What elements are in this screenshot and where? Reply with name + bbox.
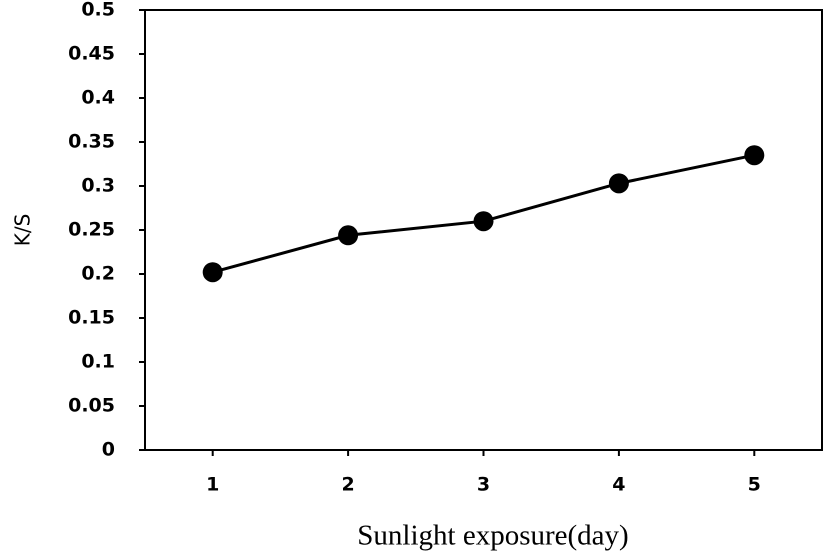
data-point — [608, 173, 629, 194]
y-axis-label: K/S — [11, 214, 35, 247]
y-tick-label: 0.15 — [68, 307, 115, 329]
x-tick-label: 3 — [477, 474, 490, 496]
x-tick-label: 5 — [748, 474, 761, 496]
data-point — [744, 145, 765, 166]
data-point — [473, 211, 494, 232]
x-axis-label: Sunlight exposure(day) — [357, 520, 628, 552]
y-tick-label: 0.1 — [81, 351, 115, 373]
y-tick-label: 0 — [102, 439, 115, 461]
y-tick-label: 0.3 — [81, 175, 115, 197]
y-tick-label: 0.35 — [68, 131, 115, 153]
y-tick-label: 0.05 — [68, 395, 115, 417]
x-tick-label: 2 — [341, 474, 354, 496]
y-tick-label: 0.5 — [81, 0, 115, 21]
x-tick-label: 1 — [206, 474, 219, 496]
y-tick-label: 0.45 — [68, 43, 115, 65]
data-point — [202, 262, 223, 283]
data-point — [338, 225, 359, 246]
y-tick-label: 0.2 — [81, 263, 115, 285]
y-tick-label: 0.4 — [81, 87, 115, 109]
y-tick-label: 0.25 — [68, 219, 115, 241]
x-tick-label: 4 — [612, 474, 625, 496]
